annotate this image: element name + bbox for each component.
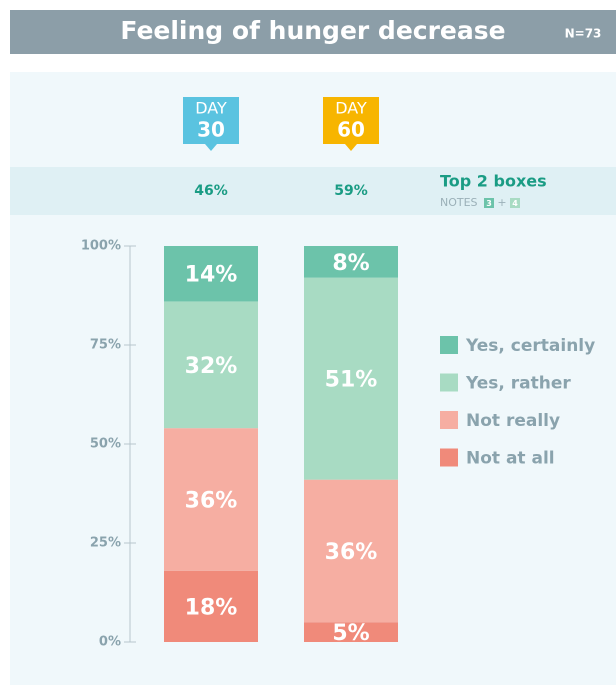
value-label: 18% xyxy=(185,595,238,620)
y-tick-label: 100% xyxy=(81,239,121,254)
legend-label: Not at all xyxy=(466,449,555,469)
value-label: 32% xyxy=(185,354,238,379)
bar-segment xyxy=(164,246,258,302)
note: 4 xyxy=(512,199,518,208)
y-tick-label: 0% xyxy=(99,635,121,650)
day-badge xyxy=(323,97,379,144)
top2-value: 59% xyxy=(334,183,368,199)
bar-segment xyxy=(164,301,258,429)
sample-size: N=73 xyxy=(565,27,602,41)
note-plus: + xyxy=(497,196,506,209)
legend-swatch xyxy=(440,411,458,429)
note-box xyxy=(510,198,520,208)
bar-segment xyxy=(304,246,398,278)
note-box xyxy=(484,198,494,208)
value-label: 8% xyxy=(332,251,369,276)
top2-value: 46% xyxy=(194,183,228,199)
legend-swatch xyxy=(440,373,458,392)
value-label: 5% xyxy=(332,621,369,646)
legend-label: Yes, certainly xyxy=(465,336,595,356)
legend-swatch xyxy=(440,336,458,354)
bar-segment xyxy=(164,570,258,642)
badge-pointer xyxy=(205,144,217,151)
chart-title: Feeling of hunger decrease xyxy=(120,16,505,45)
badge-pointer xyxy=(345,144,357,151)
top2-label: Top 2 boxes xyxy=(440,172,547,191)
value-label: 51% xyxy=(325,368,378,393)
x-tick-label: 60 xyxy=(337,118,365,142)
legend-swatch xyxy=(440,448,458,467)
badge-prefix: DAY xyxy=(195,99,227,118)
bar-segment xyxy=(304,622,398,642)
notes: NOTES xyxy=(440,196,478,209)
value-label: 36% xyxy=(185,488,238,513)
legend-label: Yes, rather xyxy=(465,374,571,394)
bar-segment xyxy=(304,479,398,623)
day-badge xyxy=(183,97,239,144)
bar-segment xyxy=(304,277,398,480)
x-tick-label: 30 xyxy=(197,118,225,142)
y-tick-label: 50% xyxy=(90,437,121,452)
y-tick-label: 75% xyxy=(90,338,121,353)
title-bar xyxy=(10,10,616,54)
legend-label: Not really xyxy=(466,411,560,431)
value-label: 36% xyxy=(325,540,378,565)
value-label: 14% xyxy=(185,263,238,288)
y-tick-label: 25% xyxy=(90,536,121,551)
note: 3 xyxy=(486,199,492,208)
bar-segment xyxy=(164,428,258,571)
badge-prefix: DAY xyxy=(335,99,367,118)
